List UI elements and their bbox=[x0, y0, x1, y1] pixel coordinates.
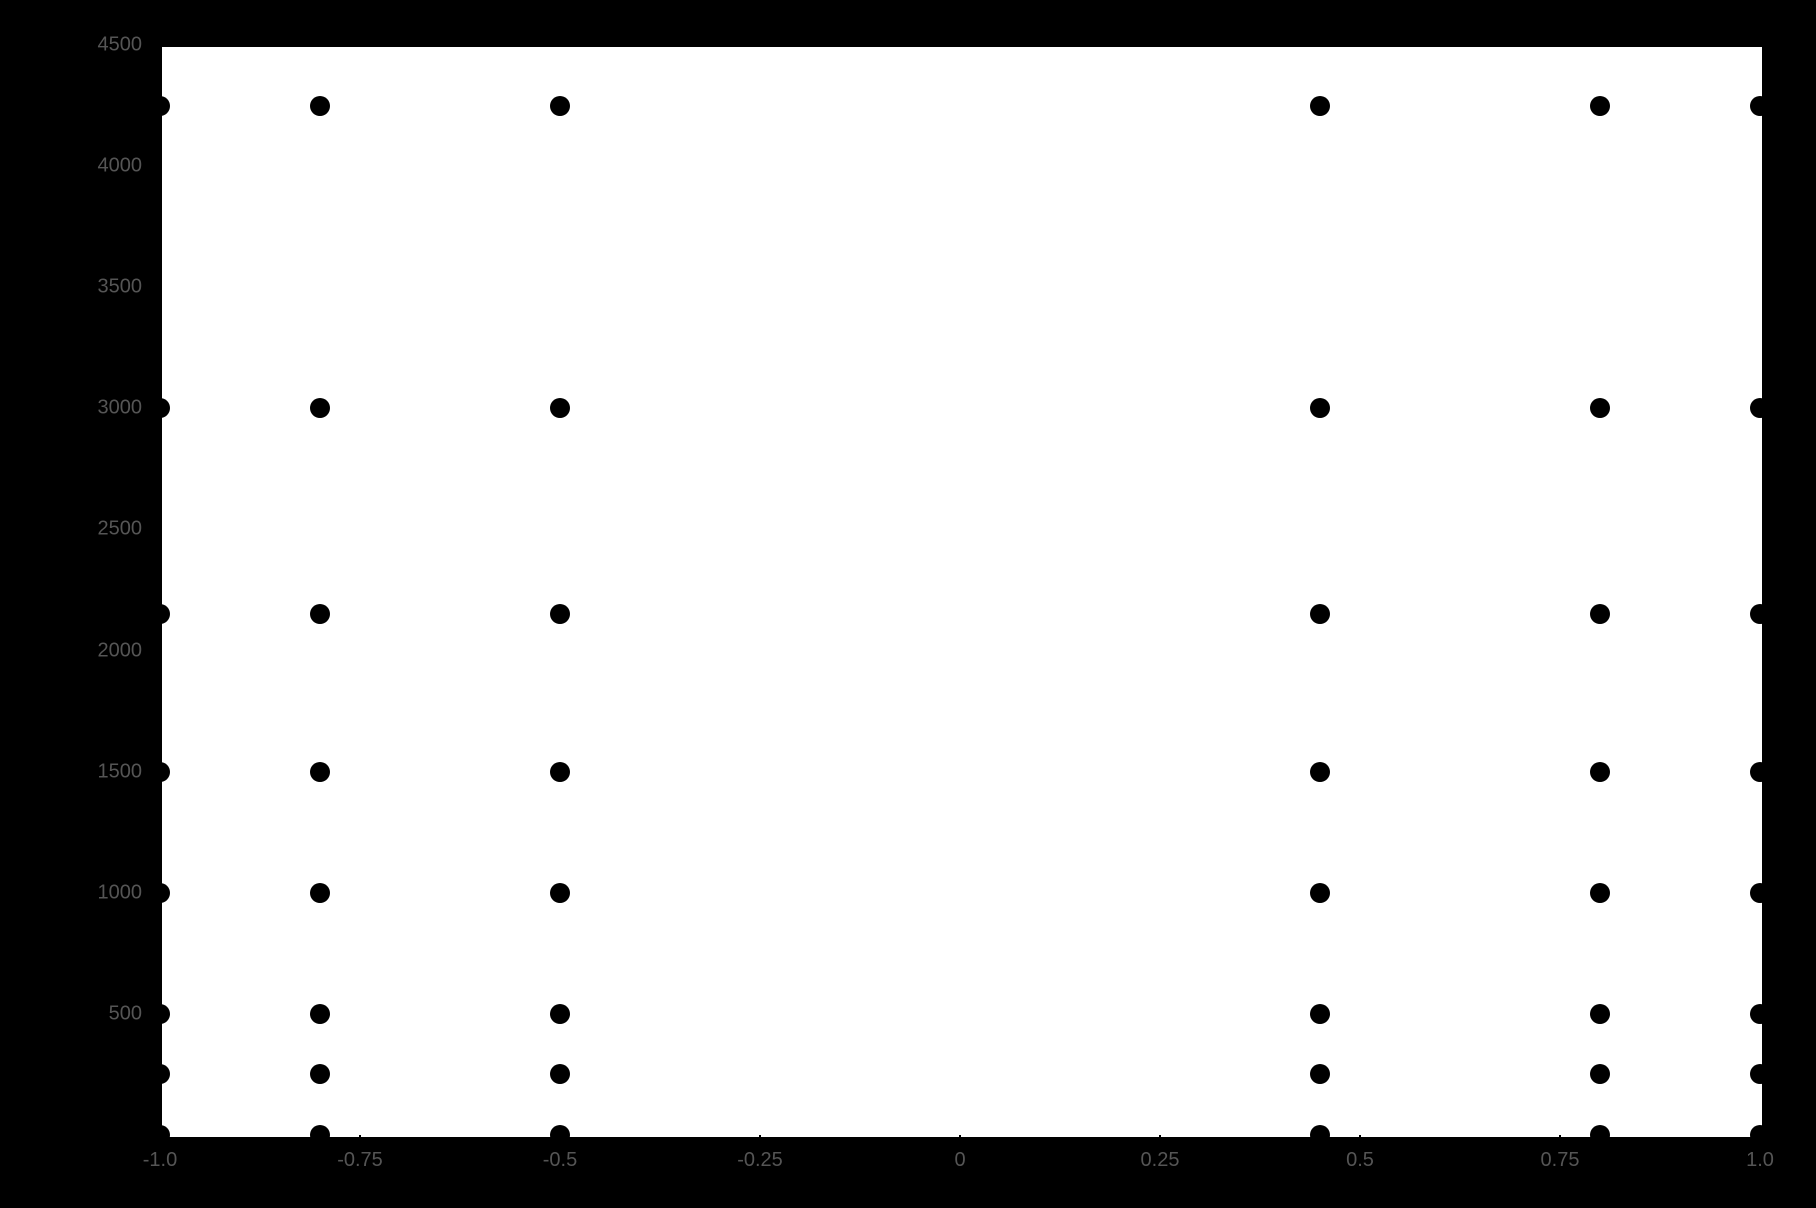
scatter-point bbox=[1310, 604, 1330, 624]
scatter-point bbox=[150, 398, 170, 418]
scatter-point bbox=[1750, 1004, 1770, 1024]
y-tick-mark bbox=[150, 44, 160, 46]
y-tick-label: 2500 bbox=[0, 518, 142, 541]
y-tick-mark bbox=[150, 286, 160, 288]
scatter-point bbox=[1590, 1064, 1610, 1084]
x-tick-mark bbox=[1559, 1135, 1561, 1145]
plot-area bbox=[160, 45, 1764, 1139]
y-tick-label: 4000 bbox=[0, 155, 142, 178]
scatter-point bbox=[1310, 398, 1330, 418]
y-tick-mark bbox=[150, 165, 160, 167]
scatter-point bbox=[1750, 96, 1770, 116]
scatter-point bbox=[1750, 604, 1770, 624]
scatter-point bbox=[310, 1125, 330, 1145]
scatter-point bbox=[550, 1125, 570, 1145]
scatter-point bbox=[1310, 1125, 1330, 1145]
scatter-point bbox=[310, 604, 330, 624]
scatter-point bbox=[550, 604, 570, 624]
x-tick-mark bbox=[1159, 1135, 1161, 1145]
scatter-point bbox=[550, 1004, 570, 1024]
scatter-point bbox=[550, 762, 570, 782]
scatter-point bbox=[1590, 96, 1610, 116]
scatter-point bbox=[550, 883, 570, 903]
x-tick-label: 0.25 bbox=[1141, 1149, 1180, 1172]
scatter-point bbox=[310, 1004, 330, 1024]
y-tick-label: 4500 bbox=[0, 34, 142, 57]
x-tick-mark bbox=[959, 1135, 961, 1145]
x-tick-label: -0.5 bbox=[543, 1149, 577, 1172]
x-tick-label: 0.75 bbox=[1541, 1149, 1580, 1172]
scatter-point bbox=[1310, 762, 1330, 782]
scatter-point bbox=[1590, 1004, 1610, 1024]
x-tick-mark bbox=[359, 1135, 361, 1145]
scatter-point bbox=[550, 398, 570, 418]
y-tick-label: 2000 bbox=[0, 639, 142, 662]
y-tick-mark bbox=[150, 650, 160, 652]
y-tick-label: 1500 bbox=[0, 760, 142, 783]
x-tick-mark bbox=[759, 1135, 761, 1145]
scatter-point bbox=[1590, 1125, 1610, 1145]
scatter-point bbox=[150, 1125, 170, 1145]
x-tick-label: -0.75 bbox=[337, 1149, 383, 1172]
scatter-point bbox=[150, 883, 170, 903]
scatter-point bbox=[310, 96, 330, 116]
scatter-point bbox=[150, 1004, 170, 1024]
scatter-point bbox=[310, 1064, 330, 1084]
scatter-chart: 500 1000 1500 2000 2500 3000 3500 4000 4500 -1.0 -… bbox=[0, 0, 1816, 1208]
scatter-point bbox=[310, 883, 330, 903]
scatter-point bbox=[1590, 604, 1610, 624]
scatter-point bbox=[1750, 1125, 1770, 1145]
scatter-point bbox=[1310, 1064, 1330, 1084]
x-tick-label: -1.0 bbox=[143, 1149, 177, 1172]
scatter-point bbox=[550, 96, 570, 116]
y-tick-label: 3500 bbox=[0, 276, 142, 299]
x-tick-label: -0.25 bbox=[737, 1149, 783, 1172]
scatter-point bbox=[1310, 96, 1330, 116]
y-tick-label: 500 bbox=[0, 1002, 142, 1025]
y-tick-label: 3000 bbox=[0, 397, 142, 420]
scatter-point bbox=[310, 398, 330, 418]
scatter-point bbox=[1750, 1064, 1770, 1084]
scatter-point bbox=[150, 1064, 170, 1084]
scatter-point bbox=[1590, 762, 1610, 782]
x-tick-label: 1.0 bbox=[1746, 1149, 1774, 1172]
scatter-point bbox=[150, 604, 170, 624]
scatter-point bbox=[1310, 1004, 1330, 1024]
scatter-point bbox=[150, 96, 170, 116]
scatter-point bbox=[550, 1064, 570, 1084]
scatter-point bbox=[1590, 883, 1610, 903]
scatter-point bbox=[1750, 883, 1770, 903]
scatter-point bbox=[310, 762, 330, 782]
y-tick-label: 1000 bbox=[0, 881, 142, 904]
scatter-point bbox=[1750, 398, 1770, 418]
x-tick-label: 0 bbox=[954, 1149, 965, 1172]
y-tick-mark bbox=[150, 528, 160, 530]
x-tick-label: 0.5 bbox=[1346, 1149, 1374, 1172]
x-tick-mark bbox=[1359, 1135, 1361, 1145]
scatter-point bbox=[1590, 398, 1610, 418]
scatter-point bbox=[1310, 883, 1330, 903]
scatter-point bbox=[1750, 762, 1770, 782]
scatter-point bbox=[150, 762, 170, 782]
